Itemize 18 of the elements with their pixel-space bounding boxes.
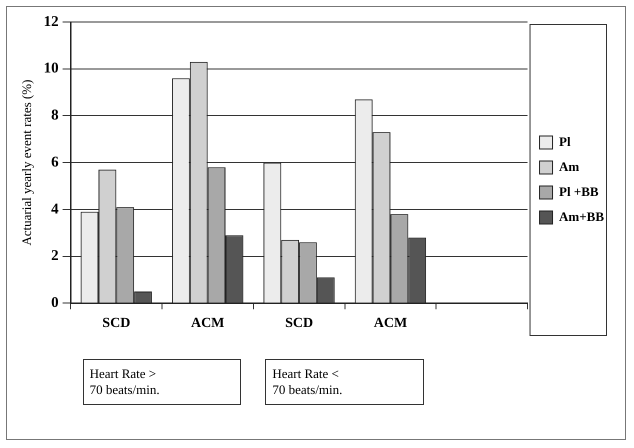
text: Heart Rate > 70 beats/min. bbox=[82, 359, 242, 406]
y-axis-title: Actuarial yearly event rates (%) bbox=[19, 80, 34, 246]
x-tick-label: ACM bbox=[374, 316, 408, 332]
text: Heart Rate < 70 beats/min. bbox=[265, 359, 424, 406]
x-tick-label: ACM bbox=[190, 316, 224, 332]
y-tick-label: 4 bbox=[51, 201, 60, 218]
legend-label: Pl +BB bbox=[559, 184, 599, 199]
x-tick-label: SCD bbox=[102, 316, 130, 332]
legend-label: Pl bbox=[559, 134, 571, 149]
y-tick-label: 8 bbox=[51, 108, 59, 124]
y-tick-label: 2 bbox=[51, 248, 59, 264]
legend-label: Am bbox=[559, 158, 580, 174]
y-tick-label: 6 bbox=[51, 154, 60, 170]
y-tick-label: 12 bbox=[44, 14, 59, 30]
legend-label: Am+BB bbox=[559, 208, 604, 224]
y-tick-label: 10 bbox=[44, 60, 59, 77]
y-tick-label: 0 bbox=[51, 295, 59, 312]
x-tick-label: SCD bbox=[285, 316, 314, 332]
